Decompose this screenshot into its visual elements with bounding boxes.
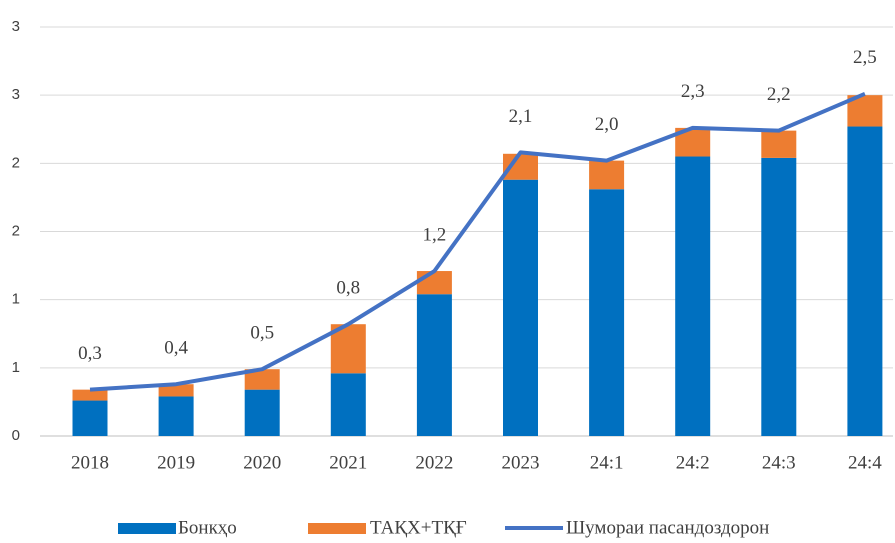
x-tick-label: 2023 xyxy=(502,452,540,473)
x-tick-label: 24:3 xyxy=(762,452,796,473)
x-tick-label: 2018 xyxy=(71,452,109,473)
data-label: 2,3 xyxy=(681,81,705,102)
y-tick-label: 1 xyxy=(12,359,20,376)
bar-segment xyxy=(158,384,194,397)
bar-segment xyxy=(416,294,452,436)
data-label: 2,1 xyxy=(509,106,533,127)
data-label: 0,4 xyxy=(164,338,188,359)
x-tick-label: 24:1 xyxy=(590,452,624,473)
x-tick-label: 24:4 xyxy=(848,452,882,473)
bar-segment xyxy=(761,130,797,158)
data-label: 0,3 xyxy=(78,343,102,364)
data-label: 2,2 xyxy=(767,84,791,105)
data-label: 1,2 xyxy=(423,224,447,245)
bar-segment xyxy=(330,373,366,436)
legend-label: Шумораи пасандоздорон xyxy=(566,517,769,538)
y-tick-label: 3 xyxy=(12,18,20,35)
x-tick-label: 2021 xyxy=(329,452,367,473)
data-label: 2,0 xyxy=(595,114,619,135)
x-tick-label: 2019 xyxy=(157,452,195,473)
bar-segment xyxy=(589,189,625,436)
bar-segment xyxy=(72,400,108,436)
bar-segment xyxy=(589,160,625,190)
data-label: 0,8 xyxy=(336,278,360,299)
x-tick-label: 2020 xyxy=(243,452,281,473)
legend-label: Бонкҳо xyxy=(178,517,237,538)
x-tick-label: 2022 xyxy=(415,452,453,473)
data-label: 2,5 xyxy=(853,47,877,68)
bar-segment xyxy=(416,271,452,295)
bar-segment xyxy=(761,157,797,436)
y-tick-label: 1 xyxy=(12,291,20,308)
y-tick-label: 3 xyxy=(12,86,20,103)
legend-marker xyxy=(308,523,366,534)
legend-label: ТАҚХ+ТҚҒ xyxy=(370,517,467,538)
y-tick-label: 0 xyxy=(12,427,20,444)
bar-segment xyxy=(72,389,108,401)
bar-segment xyxy=(675,156,711,436)
bar-segment xyxy=(244,369,280,390)
bar-segment xyxy=(503,179,538,436)
line-series xyxy=(89,91,866,392)
legend-marker xyxy=(118,523,176,534)
bar-segment xyxy=(244,389,280,436)
y-tick-label: 2 xyxy=(12,154,20,171)
x-tick-label: 24:2 xyxy=(676,452,710,473)
bar-segment xyxy=(158,396,194,436)
data-label: 0,5 xyxy=(250,323,274,344)
bar-segment xyxy=(847,126,883,437)
y-tick-label: 2 xyxy=(12,222,20,239)
